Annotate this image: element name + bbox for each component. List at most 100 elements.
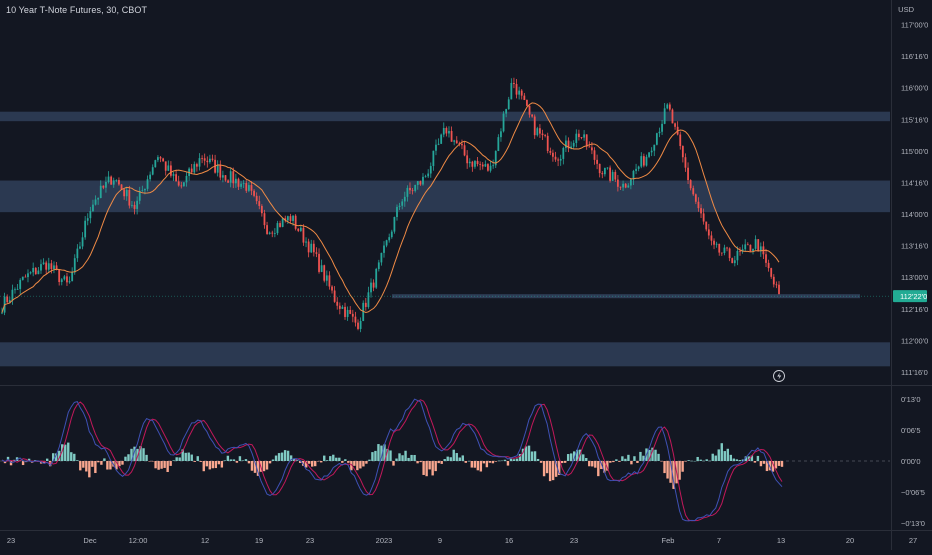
osc-histogram-bar <box>211 461 215 469</box>
candle-body <box>86 218 89 221</box>
candle-body <box>159 157 162 159</box>
candle-body <box>416 181 419 185</box>
candle-body <box>453 140 456 142</box>
osc-histogram-bar <box>657 453 660 461</box>
osc-histogram-bar <box>238 456 242 461</box>
candle-body <box>422 176 424 185</box>
osc-histogram-bar <box>563 461 567 463</box>
osc-histogram-bar <box>663 461 666 474</box>
candle-body <box>19 279 22 289</box>
osc-histogram-bar <box>21 461 25 466</box>
candle-body <box>661 123 663 132</box>
osc-histogram-bar <box>298 461 302 463</box>
time-axis-label: 2023 <box>376 536 393 545</box>
candle-body <box>601 173 604 175</box>
time-axis-label: 12:00 <box>129 536 148 545</box>
candle-body <box>227 180 229 183</box>
candle-body <box>383 245 385 253</box>
osc-histogram-bar <box>175 457 178 461</box>
osc-histogram-bar <box>217 461 221 465</box>
osc-histogram-bar <box>717 449 720 461</box>
candle-body <box>14 289 16 291</box>
osc-histogram-bar <box>48 461 52 467</box>
candle-body <box>60 279 63 283</box>
candle-body <box>588 146 591 148</box>
candle-body <box>437 143 440 145</box>
osc-histogram-bar <box>184 452 187 461</box>
osc-histogram-bar <box>458 457 461 461</box>
osc-histogram-bar <box>283 450 287 461</box>
candle-body <box>63 276 66 280</box>
candle-body <box>112 180 115 185</box>
zone-band-1 <box>0 111 890 122</box>
osc-histogram-bar <box>304 461 308 468</box>
candle-body <box>728 248 731 259</box>
osc-histogram-bar <box>220 461 224 468</box>
candle-body <box>263 213 266 226</box>
candle-body <box>445 128 448 134</box>
osc-histogram-bar <box>597 461 600 477</box>
candle-body <box>637 166 640 169</box>
time-axis-label: Feb <box>662 536 675 545</box>
osc-histogram-bar <box>594 461 597 468</box>
candle-body <box>715 243 718 245</box>
osc-histogram-bar <box>569 453 573 461</box>
candle-body <box>653 144 656 151</box>
lightning-icon <box>773 370 785 382</box>
candle-body <box>325 275 328 281</box>
osc-histogram-bar <box>609 461 612 463</box>
osc-histogram-bar <box>777 461 781 466</box>
candle-body <box>55 265 58 270</box>
candle-body <box>616 179 619 187</box>
candle-body <box>668 104 671 110</box>
osc-histogram-bar <box>292 458 296 461</box>
candle-body <box>92 204 94 212</box>
candle-body <box>50 263 53 270</box>
osc-histogram-bar <box>488 461 492 463</box>
osc-histogram-bar <box>58 450 61 461</box>
osc-histogram-bar <box>398 453 401 461</box>
candle-body <box>713 240 715 245</box>
time-axis-label: 23 <box>7 536 15 545</box>
candle-body <box>500 131 502 138</box>
candle-body <box>702 213 705 222</box>
osc-histogram-bar <box>566 454 570 461</box>
candle-body <box>476 160 479 165</box>
candle-body <box>211 158 214 160</box>
candle-body <box>554 156 557 160</box>
candle-body <box>765 254 767 263</box>
candle-body <box>364 302 367 307</box>
candle-body <box>118 180 120 185</box>
candle-body <box>632 170 635 180</box>
candle-body <box>58 269 61 283</box>
osc-histogram-bar <box>157 461 160 470</box>
osc-histogram-bar <box>434 461 437 472</box>
osc-histogram-bar <box>621 456 624 461</box>
osc-histogram-bar <box>223 460 227 461</box>
osc-histogram-bar <box>747 456 751 461</box>
candle-body <box>144 188 146 191</box>
candle-body <box>746 244 749 246</box>
candle-body <box>250 185 253 191</box>
candle-body <box>487 164 489 171</box>
candle-body <box>463 145 466 156</box>
candle-body <box>598 163 601 174</box>
osc-histogram-bar <box>530 451 534 461</box>
candle-body <box>528 105 531 115</box>
osc-histogram-bar <box>533 451 537 461</box>
candle-body <box>29 272 32 274</box>
candle-body <box>336 301 339 306</box>
candle-body <box>260 205 263 214</box>
candle-body <box>333 290 336 302</box>
osc-histogram-bar <box>91 461 94 467</box>
candle-body <box>115 180 118 181</box>
osc-histogram-bar <box>326 460 329 461</box>
osc-histogram-bar <box>295 460 299 461</box>
osc-histogram-bar <box>699 459 702 461</box>
candle-body <box>162 158 165 162</box>
candle-body <box>281 218 284 227</box>
candle-body <box>201 158 203 159</box>
osc-histogram-bar <box>332 454 335 461</box>
osc-histogram-bar <box>118 461 121 467</box>
